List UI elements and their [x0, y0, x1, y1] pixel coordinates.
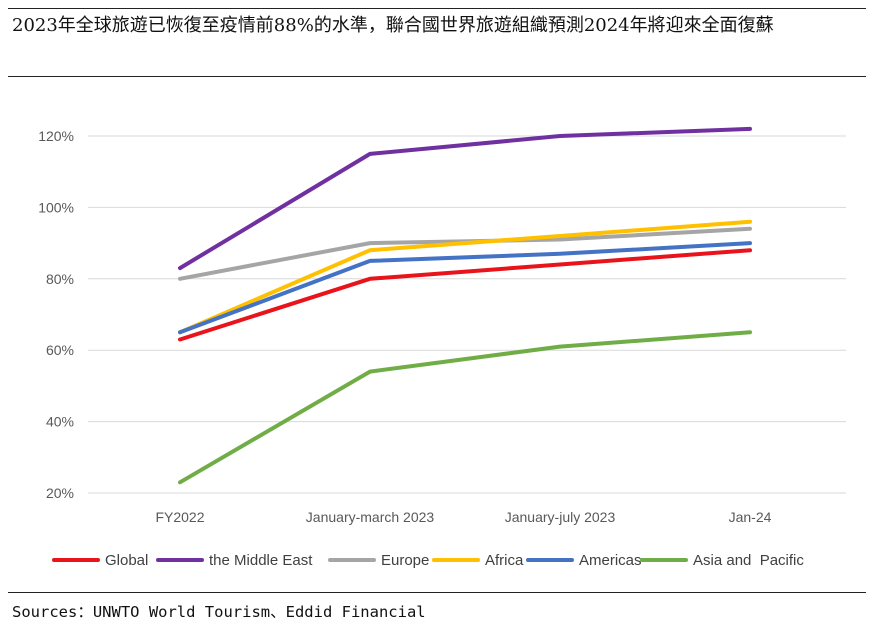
legend-label: Africa: [485, 552, 524, 569]
title-rule: [8, 76, 866, 77]
y-tick-label: 80%: [46, 271, 74, 287]
y-tick-label: 40%: [46, 414, 74, 430]
legend-label: the Middle East: [209, 552, 313, 569]
chart-container: 20% 40% 60% 80% 100% 120% FY2022 January-march …: [8, 77, 866, 589]
y-tick-label: 120%: [38, 128, 74, 144]
x-tick-label: January-march 2023: [306, 509, 435, 525]
bottom-rule: [8, 592, 866, 593]
source-note: Sources：UNWTO World Tourism、Eddid Financ…: [12, 603, 426, 621]
page-title: 2023年全球旅遊已恢復至疫情前88%的水準，聯合國世界旅遊組織預測2024年將…: [12, 15, 774, 36]
y-tick-label: 100%: [38, 199, 74, 215]
y-tick-label: 60%: [46, 342, 74, 358]
series-line: [178, 219, 752, 335]
series-line: [178, 248, 752, 342]
x-tick-label: FY2022: [155, 509, 204, 525]
x-tick-label: January-july 2023: [505, 509, 616, 525]
line-chart: 20% 40% 60% 80% 100% 120% FY2022 January-march …: [38, 126, 846, 569]
series-line: [178, 330, 752, 485]
legend-label: Americas: [579, 552, 642, 569]
y-tick-label: 20%: [46, 485, 74, 501]
series-line: [178, 241, 752, 335]
x-tick-label: Jan-24: [729, 509, 772, 525]
legend-label: Europe: [381, 552, 429, 569]
legend-label: Global: [105, 552, 148, 569]
series-line: [178, 126, 752, 271]
legend-label: Asia and Pacific: [693, 552, 804, 569]
top-rule: [8, 8, 866, 9]
